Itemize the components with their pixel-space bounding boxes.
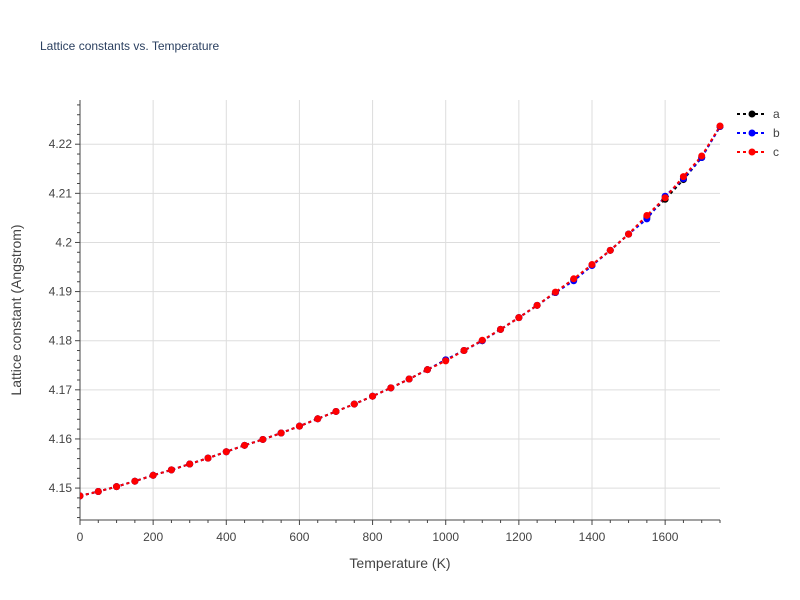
y-tick-label: 4.17 [49, 383, 73, 397]
y-tick-label: 4.16 [49, 432, 73, 446]
data-point-c [314, 415, 322, 423]
data-point-c [478, 336, 486, 344]
x-tick-label: 1200 [506, 530, 533, 544]
data-point-c [533, 301, 541, 309]
legend-marker-c [748, 148, 756, 156]
data-point-c [131, 477, 139, 485]
x-tick-label: 600 [289, 530, 309, 544]
data-point-c [405, 375, 413, 383]
y-axis-title: Lattice constant (Angstrom) [8, 224, 24, 395]
data-point-c [442, 357, 450, 365]
data-point-c [332, 407, 340, 415]
tick-labels: 0 200 400 600 800 1000 1200 1400 1600 4.15 4.16 4.1… [49, 137, 679, 544]
data-point-c [277, 429, 285, 437]
data-point-c [295, 422, 303, 430]
legend[interactable]: abc [737, 107, 780, 159]
data-point-c [186, 460, 194, 468]
legend-label-a: a [773, 107, 780, 121]
y-tick-label: 4.22 [49, 137, 73, 151]
data-point-c [369, 392, 377, 400]
x-tick-label: 400 [216, 530, 236, 544]
data-point-c [460, 347, 468, 355]
y-tick-label: 4.19 [49, 285, 73, 299]
data-point-c [515, 314, 523, 322]
legend-label-b: b [773, 126, 780, 140]
series-line-a [80, 126, 721, 497]
data-point-c [570, 275, 578, 283]
data-point-c [606, 246, 614, 254]
data-point-c [149, 471, 157, 479]
data-point-c [387, 384, 395, 392]
data-point-c [716, 122, 724, 130]
x-axis-title: Temperature (K) [349, 555, 450, 571]
y-tick-label: 4.15 [49, 481, 73, 495]
x-tick-label: 1600 [652, 530, 679, 544]
series-line-b [80, 126, 721, 497]
x-tick-label: 0 [77, 530, 84, 544]
legend-marker-a [748, 110, 756, 118]
data-point-c [113, 483, 121, 491]
data-point-c [698, 152, 706, 160]
x-tick-label: 1400 [579, 530, 606, 544]
data-point-c [643, 211, 651, 219]
data-point-c [259, 435, 267, 443]
data-point-c [167, 466, 175, 474]
legend-label-c: c [773, 145, 779, 159]
y-tick-label: 4.21 [49, 186, 73, 200]
legend-marker-b [748, 129, 756, 137]
data-point-c [661, 194, 669, 202]
series-line-c [80, 125, 721, 497]
series-group [80, 122, 724, 500]
data-point-c [423, 366, 431, 374]
y-tick-label: 4.2 [55, 235, 72, 249]
y-tick-label: 4.18 [49, 334, 73, 348]
data-point-c [222, 448, 230, 456]
axes [75, 100, 721, 525]
grid-lines [80, 100, 720, 520]
x-tick-label: 200 [143, 530, 163, 544]
x-tick-label: 1000 [432, 530, 459, 544]
x-tick-label: 800 [363, 530, 383, 544]
data-point-c [350, 400, 358, 408]
data-point-c [241, 441, 249, 449]
chart-title: Lattice constants vs. Temperature [40, 39, 220, 53]
data-point-c [625, 230, 633, 238]
data-point-c [679, 173, 687, 181]
data-point-c [497, 325, 505, 333]
data-point-c [94, 488, 102, 496]
data-point-c [80, 492, 84, 500]
data-point-c [551, 288, 559, 296]
data-point-c [204, 454, 212, 462]
data-point-c [588, 261, 596, 269]
